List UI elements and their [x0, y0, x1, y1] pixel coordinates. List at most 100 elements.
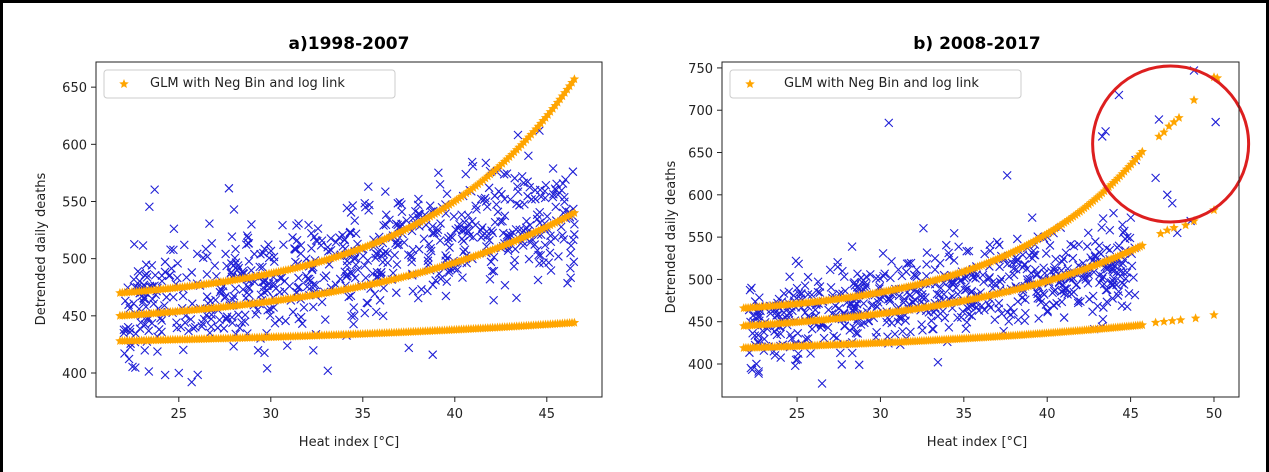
data-point [898, 326, 907, 336]
data-point [1068, 253, 1078, 263]
data-point [378, 257, 388, 267]
data-point [407, 257, 417, 267]
data-point [964, 310, 974, 319]
data-point [1083, 278, 1093, 288]
data-point [244, 290, 254, 300]
data-point [422, 286, 432, 296]
data-point [288, 307, 298, 317]
data-point [834, 304, 844, 313]
data-point [861, 281, 871, 290]
data-point [144, 367, 154, 376]
data-point [1098, 214, 1108, 223]
data-point [935, 258, 945, 268]
data-point [917, 289, 927, 299]
y-axis-label: Detrended daily deaths [34, 172, 49, 325]
data-point [853, 269, 862, 279]
model-point [1021, 240, 1032, 250]
data-point [168, 292, 178, 302]
model-point [454, 193, 464, 203]
data-point [222, 261, 232, 271]
model-point [1008, 247, 1018, 257]
model-point [1079, 203, 1090, 213]
y-axis-label: Detrended daily deaths [664, 160, 679, 313]
data-point [157, 327, 166, 337]
data-point [922, 260, 931, 269]
data-point [227, 232, 237, 241]
data-point [489, 266, 499, 276]
data-point [894, 291, 904, 301]
y-tick-label: 400 [62, 367, 87, 382]
data-point [320, 315, 330, 325]
model-point [1167, 315, 1177, 325]
data-point [1127, 261, 1137, 271]
model-point [1137, 320, 1147, 330]
data-point [851, 328, 861, 338]
data-point [997, 309, 1007, 319]
model-point [1037, 231, 1047, 241]
data-point [568, 235, 578, 245]
model-point [425, 211, 435, 221]
data-point [417, 284, 426, 294]
data-point [840, 321, 850, 331]
model-point [478, 175, 488, 185]
data-point [426, 246, 436, 256]
data-point [754, 369, 764, 378]
data-point [1059, 254, 1068, 264]
data-point [419, 234, 429, 244]
data-point [140, 345, 150, 355]
data-point [282, 341, 292, 351]
data-point [221, 292, 230, 301]
model-point [504, 238, 515, 248]
model-point [413, 218, 423, 228]
data-point [539, 258, 548, 268]
data-point [125, 342, 135, 352]
data-point [342, 260, 352, 270]
data-point [1112, 267, 1122, 277]
model-point [495, 242, 505, 252]
data-point [1125, 233, 1135, 243]
data-point [341, 272, 351, 281]
data-point [481, 197, 491, 206]
data-point [546, 231, 555, 241]
model-point [569, 74, 580, 84]
data-point [1049, 286, 1059, 296]
model-point [451, 195, 462, 205]
data-point [207, 238, 217, 248]
data-point [338, 230, 347, 240]
data-point [813, 287, 823, 297]
data-point [263, 240, 273, 250]
data-point [829, 331, 839, 341]
data-point [759, 334, 769, 344]
data-point [1020, 308, 1030, 318]
data-point [269, 257, 279, 267]
data-point [785, 272, 795, 282]
data-point [471, 201, 481, 211]
data-point [186, 314, 196, 324]
data-point [1009, 264, 1019, 274]
data-point [568, 167, 578, 177]
data-point [445, 243, 454, 252]
data-point [360, 261, 370, 270]
data-point [551, 202, 561, 212]
data-point [1009, 308, 1018, 317]
data-point [311, 280, 321, 290]
data-point [428, 221, 438, 231]
data-point [1074, 240, 1084, 249]
data-point [179, 240, 189, 250]
model-point [382, 233, 392, 243]
data-point [294, 273, 303, 283]
model-point [430, 208, 440, 218]
data-point [413, 293, 423, 303]
data-point [754, 367, 764, 376]
data-point [270, 318, 280, 328]
data-point [963, 303, 972, 313]
data-point [800, 308, 810, 317]
data-point [558, 231, 567, 240]
data-point [182, 273, 191, 282]
data-point [990, 279, 1000, 288]
data-point [308, 346, 318, 355]
model-point [1209, 309, 1219, 319]
model-point [507, 237, 517, 247]
data-point [1154, 115, 1164, 124]
data-point [1041, 249, 1051, 258]
